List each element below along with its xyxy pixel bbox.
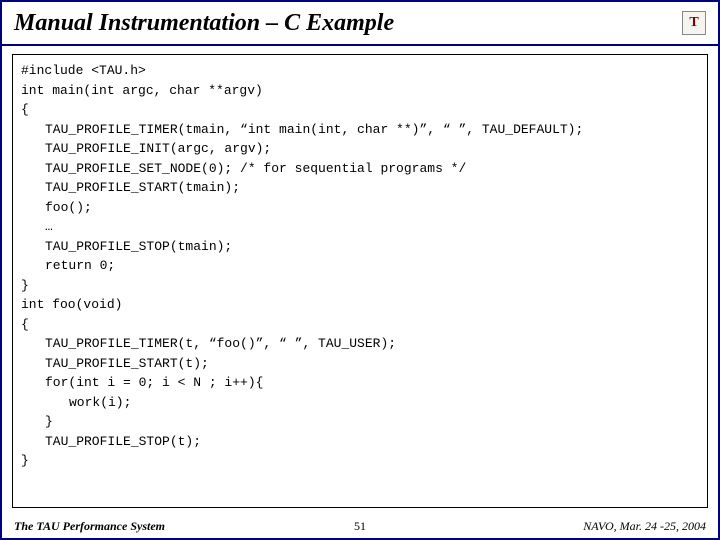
code-line: {: [21, 100, 699, 120]
code-line: work(i);: [21, 393, 699, 413]
code-line: TAU_PROFILE_TIMER(tmain, “int main(int, …: [21, 120, 699, 140]
footer: The TAU Performance System 51 NAVO, Mar.…: [2, 519, 718, 534]
code-line: {: [21, 315, 699, 335]
code-line: }: [21, 412, 699, 432]
code-line: int main(int argc, char **argv): [21, 81, 699, 101]
code-line: foo();: [21, 198, 699, 218]
page-number: 51: [354, 519, 366, 534]
code-line: TAU_PROFILE_STOP(tmain);: [21, 237, 699, 257]
slide-title: Manual Instrumentation – C Example: [14, 10, 394, 37]
code-line: return 0;: [21, 256, 699, 276]
code-line: #include <TAU.h>: [21, 61, 699, 81]
footer-right: NAVO, Mar. 24 -25, 2004: [583, 519, 706, 534]
code-line: int foo(void): [21, 295, 699, 315]
slide-container: Manual Instrumentation – C Example T #in…: [0, 0, 720, 540]
code-line: TAU_PROFILE_START(tmain);: [21, 178, 699, 198]
code-line: TAU_PROFILE_START(t);: [21, 354, 699, 374]
code-line: TAU_PROFILE_INIT(argc, argv);: [21, 139, 699, 159]
code-line: TAU_PROFILE_TIMER(t, “foo()”, “ ”, TAU_U…: [21, 334, 699, 354]
code-line: }: [21, 451, 699, 471]
code-line: …: [21, 217, 699, 237]
code-line: for(int i = 0; i < N ; i++){: [21, 373, 699, 393]
code-block: #include <TAU.h>int main(int argc, char …: [12, 54, 708, 508]
code-line: TAU_PROFILE_STOP(t);: [21, 432, 699, 452]
code-line: TAU_PROFILE_SET_NODE(0); /* for sequenti…: [21, 159, 699, 179]
footer-left: The TAU Performance System: [14, 519, 165, 534]
tau-logo-icon: T: [682, 11, 706, 35]
title-bar: Manual Instrumentation – C Example T: [2, 2, 718, 46]
code-line: }: [21, 276, 699, 296]
